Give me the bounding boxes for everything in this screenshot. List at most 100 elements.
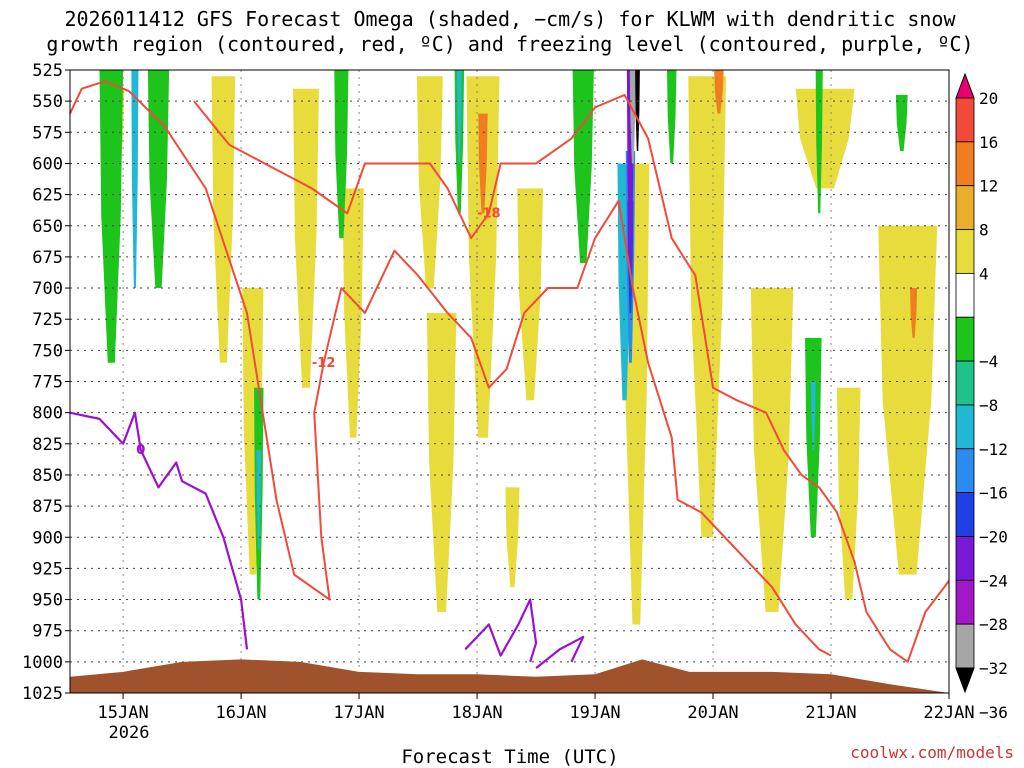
x-axis-year-label: 2026 [109,723,150,743]
x-tick-label-15JAN: 15JAN [98,703,149,723]
omega-cell-green-19 [99,70,124,363]
omega-cell-orange-18 [910,288,918,338]
y-tick-label-925: 925 [32,559,63,579]
colorbar: 20 16 12 8 4 −4 −8 −12 −16 −20 −24 −28 −32 −36 [955,72,1008,722]
x-axis-title: Forecast Time (UTC) [401,746,618,768]
freezing-contour-line-1 [464,598,538,663]
colorbar-bin-7 [955,360,975,406]
colorbar-tick-label-9: −20 [979,527,1008,546]
grid-lines [70,70,949,693]
colorbar-bottom-triangle [955,667,975,694]
y-axis-ticks: 525 550 575 600 625 650 675 700 725 750 775 800 825 8… [22,61,70,704]
terrain-fill [70,659,949,693]
colorbar-bin-13 [955,623,975,669]
omega-cell-green-25 [667,70,677,164]
colorbar-bin-10 [955,492,975,537]
y-tick-label-1025: 1025 [22,684,63,704]
colorbar-bin-11 [955,536,975,581]
freezing-contour-label-0: 0 [136,443,145,458]
omega-cell-yellow-8 [517,188,544,401]
dgz-contours: -12 -18 [69,80,950,663]
x-tick-label-19JAN: 19JAN [569,703,620,723]
y-tick-label-675: 675 [32,248,63,268]
credit-text: coolwx.com/models [850,743,1014,762]
colorbar-bin-1 [955,97,975,143]
y-tick-label-950: 950 [32,591,63,611]
omega-cell-yellow-4 [342,188,364,438]
colorbar-tick-label-3: 8 [979,221,989,240]
x-tick-label-22JAN: 22JAN [923,703,974,723]
dgz-contour-label-1: -18 [477,206,501,221]
terrain-layer [70,659,949,693]
y-tick-label-625: 625 [32,186,63,206]
colorbar-bin-4 [955,229,975,274]
y-tick-label-975: 975 [32,622,63,642]
colorbar-tick-label-0: 20 [979,89,998,108]
omega-cell-cyan-32 [810,381,816,451]
y-tick-label-875: 875 [32,497,63,517]
omega-cell-yellow-15 [878,225,938,575]
omega-cell-cyan-29 [131,70,139,289]
omega-cell-yellow-14 [836,387,861,600]
dgz-contour-line-1 [193,93,950,663]
x-tick-label-17JAN: 17JAN [333,703,384,723]
freezing-contour-line-0 [69,411,249,650]
dgz-contour-line-0 [69,80,832,657]
omega-cell-yellow-12 [750,288,794,613]
colorbar-bin-6 [955,316,975,362]
colorbar-tick-label-7: −12 [979,440,1008,459]
colorbar-tick-label-12: −32 [979,659,1008,678]
omega-cell-green-22 [334,70,349,239]
colorbar-tick-label-8: −16 [979,484,1008,503]
plot-area: -12 -18 0 [69,69,950,694]
freezing-contour-line-2 [535,635,585,669]
y-tick-label-750: 750 [32,341,63,361]
x-tick-label-21JAN: 21JAN [805,703,856,723]
colorbar-bin-5 [955,272,975,318]
y-tick-label-1000: 1000 [22,653,63,673]
colorbar-tick-label-2: 12 [979,177,998,196]
y-tick-label-650: 650 [32,217,63,237]
y-tick-label-825: 825 [32,435,63,455]
y-tick-label-600: 600 [32,154,63,174]
omega-cell-green-26 [815,70,823,214]
x-tick-label-18JAN: 18JAN [451,703,502,723]
y-tick-label-800: 800 [32,404,63,424]
y-tick-label-850: 850 [32,466,63,486]
colorbar-tick-label-6: −8 [979,396,998,415]
y-tick-label-575: 575 [32,123,63,143]
omega-cell-gray-37 [629,70,636,164]
dgz-contour-label-0: -12 [312,356,336,371]
y-tick-label-725: 725 [32,310,63,330]
omega-shading-layer [99,70,938,625]
omega-cell-yellow-1 [211,76,236,363]
x-tick-label-20JAN: 20JAN [687,703,738,723]
chart-title: 2026011412 GFS Forecast Omega (shaded, −… [64,7,956,31]
freezing-level-contours: 0 [69,411,585,669]
omega-cell-cyan-31 [456,70,462,164]
colorbar-bin-12 [955,579,975,625]
omega-cell-orange-17 [714,70,724,114]
omega-cell-green-28 [895,94,908,151]
y-tick-label-550: 550 [32,92,63,112]
colorbar-bin-2 [955,141,975,187]
colorbar-bin-3 [955,185,975,230]
y-tick-label-700: 700 [32,279,63,299]
omega-cell-yellow-11 [688,76,727,538]
colorbar-tick-label-5: −4 [979,352,998,371]
colorbar-tick-label-1: 16 [979,133,998,152]
colorbar-bin-8 [955,404,975,450]
colorbar-tick-label-13: −36 [979,703,1008,722]
colorbar-tick-label-4: 4 [979,264,989,283]
x-axis-ticks: 15JAN 16JAN 17JAN 18JAN 19JAN 20JAN 21JAN 22JAN [98,693,975,723]
colorbar-top-triangle [955,72,975,99]
omega-cell-green-24 [572,70,594,264]
y-tick-label-775: 775 [32,373,63,393]
colorbar-tick-label-11: −28 [979,615,1008,634]
omega-cell-yellow-13 [795,88,855,189]
omega-cell-yellow-5 [416,76,443,289]
y-tick-label-525: 525 [32,61,63,81]
colorbar-tick-label-10: −24 [979,571,1008,590]
omega-cell-black-38 [635,70,640,151]
